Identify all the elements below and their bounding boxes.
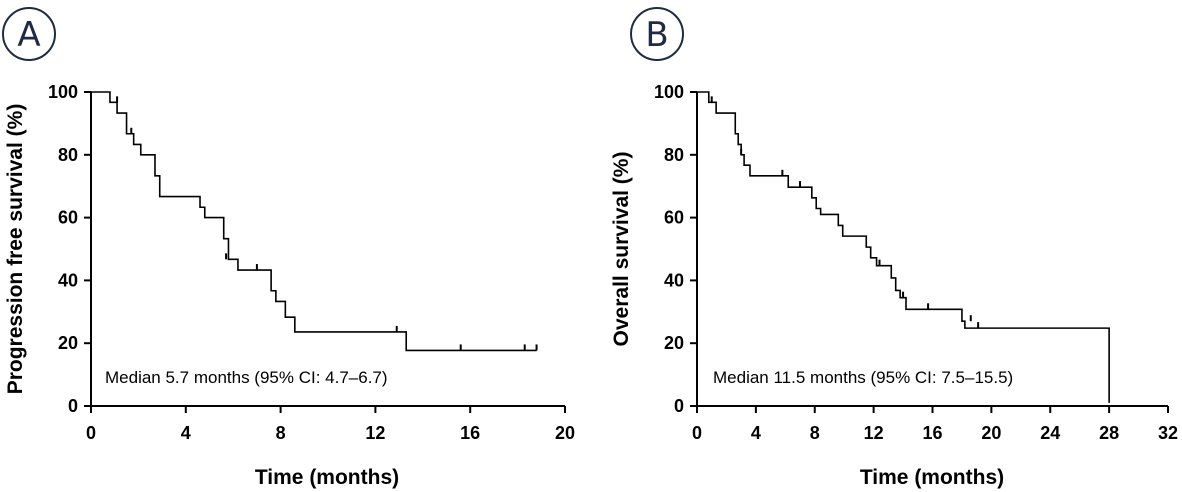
os-x-tick-label: 16 bbox=[922, 423, 942, 443]
pfs-x-tick-label: 4 bbox=[181, 423, 191, 443]
pfs-median-annotation: Median 5.7 months (95% CI: 4.7–6.7) bbox=[105, 368, 388, 387]
os-x-tick-label: 4 bbox=[751, 423, 761, 443]
os-x-tick-label: 8 bbox=[810, 423, 820, 443]
os-y-tick-label: 80 bbox=[664, 145, 684, 165]
os-plot: 0 4 8 12 16 20 24 28 32 0 20 40 60 80 100 bbox=[654, 82, 1178, 443]
os-x-tick-label: 32 bbox=[1158, 423, 1178, 443]
pfs-x-tick-label: 12 bbox=[365, 423, 385, 443]
pfs-y-tick-label: 40 bbox=[58, 270, 78, 290]
pfs-x-tick-label: 16 bbox=[460, 423, 480, 443]
pfs-x-axis-title: Time (months) bbox=[255, 466, 399, 489]
os-y-tick-label: 100 bbox=[654, 82, 684, 102]
os-x-tick-label: 24 bbox=[1040, 423, 1060, 443]
panel-a: A 0 4 8 12 16 20 0 20 40 60 80 100 Median 5.7 month… bbox=[2, 7, 575, 489]
os-x-tick-label: 12 bbox=[864, 423, 884, 443]
pfs-y-tick-label: 100 bbox=[48, 82, 78, 102]
os-x-tick-label: 20 bbox=[981, 423, 1001, 443]
pfs-y-tick-label: 80 bbox=[58, 145, 78, 165]
os-survival-curve bbox=[697, 91, 1110, 403]
os-y-tick-label: 60 bbox=[664, 208, 684, 228]
pfs-y-axis-title: Progression free survival (%) bbox=[4, 104, 27, 395]
os-y-tick-label: 20 bbox=[664, 333, 684, 353]
pfs-x-tick-label: 8 bbox=[276, 423, 286, 443]
pfs-x-tick-label: 0 bbox=[86, 423, 96, 443]
os-x-tick-label: 28 bbox=[1099, 423, 1119, 443]
os-x-axis-title: Time (months) bbox=[860, 466, 1004, 489]
os-y-tick-label: 40 bbox=[664, 270, 684, 290]
os-median-annotation: Median 11.5 months (95% CI: 7.5–15.5) bbox=[713, 368, 1013, 387]
pfs-plot: 0 4 8 12 16 20 0 20 40 60 80 100 bbox=[48, 82, 575, 443]
pfs-survival-curve bbox=[91, 91, 537, 352]
pfs-y-tick-label: 20 bbox=[58, 333, 78, 353]
os-y-axis-title: Overall survival (%) bbox=[610, 152, 633, 347]
panel-b-badge bbox=[630, 7, 684, 61]
panel-a-badge bbox=[2, 7, 56, 61]
panel-b-letter: B bbox=[645, 15, 668, 55]
panel-b: B 0 4 8 12 16 20 24 28 32 0 20 40 60 80 100 Median 11.… bbox=[610, 7, 1178, 489]
os-x-tick-label: 0 bbox=[692, 423, 702, 443]
pfs-y-tick-label: 60 bbox=[58, 208, 78, 228]
pfs-x-tick-label: 20 bbox=[555, 423, 575, 443]
os-y-tick-label: 0 bbox=[674, 396, 684, 416]
panel-a-letter: A bbox=[17, 15, 40, 55]
pfs-y-tick-label: 0 bbox=[68, 396, 78, 416]
